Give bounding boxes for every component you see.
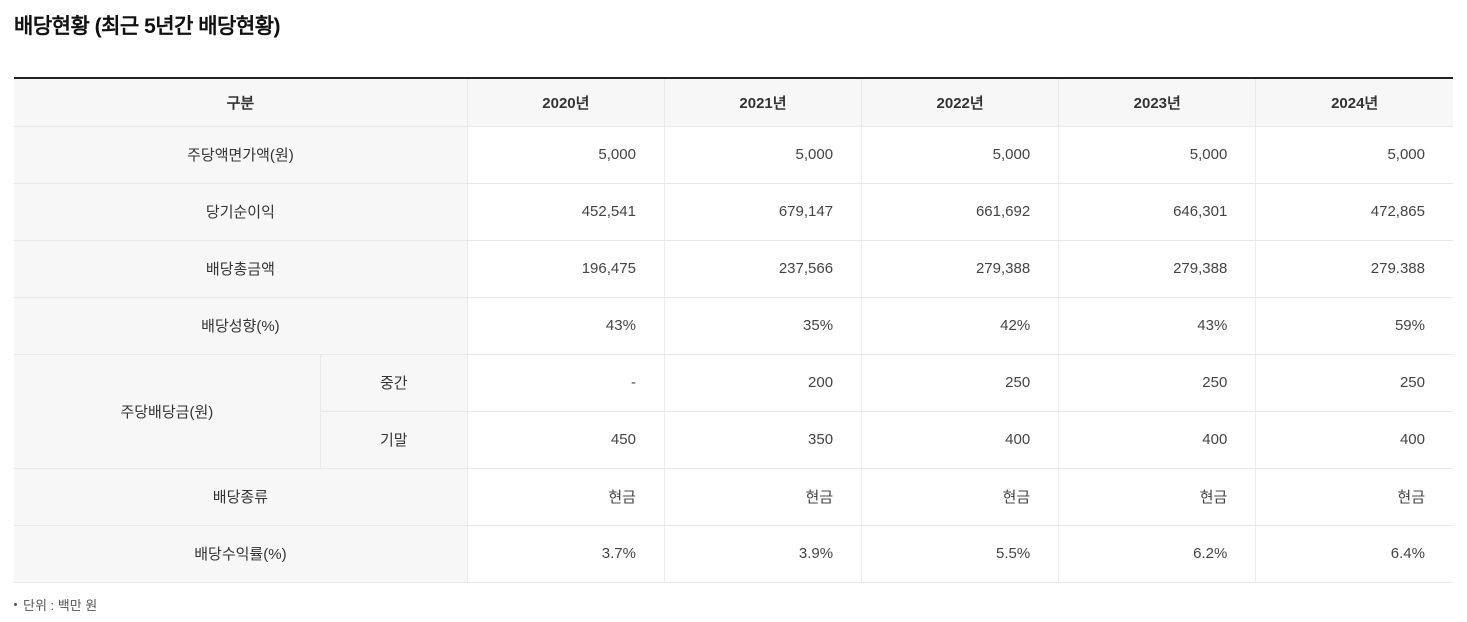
row-label-dividend-type: 배당종류 xyxy=(14,468,468,526)
row-label-dps: 주당배당금(원) xyxy=(14,354,321,469)
row-label-face-value: 주당액면가액(원) xyxy=(14,126,468,184)
table-cell: 42% xyxy=(861,297,1059,355)
table-cell: 5.5% xyxy=(861,525,1059,583)
table-cell: 현금 xyxy=(466,468,665,526)
row-sublabel-final: 기말 xyxy=(319,411,468,469)
column-header-2023: 2023년 xyxy=(1058,78,1256,127)
header-row: 구분 2020년 2021년 2022년 2023년 2024년 xyxy=(14,78,1453,127)
table-cell: 250 xyxy=(1058,354,1256,412)
table-cell: 5,000 xyxy=(1255,126,1453,184)
table-cell: 현금 xyxy=(1255,468,1453,526)
column-header-2022: 2022년 xyxy=(861,78,1059,127)
table-cell: 5,000 xyxy=(663,126,862,184)
table-cell: 현금 xyxy=(861,468,1059,526)
row-label-dividend-yield: 배당수익률(%) xyxy=(14,525,468,583)
table-row-total-dividend: 배당총금액 196,475 237,566 279,388 279,388 27… xyxy=(14,240,1453,298)
column-header-category: 구분 xyxy=(14,78,468,127)
table-cell: 279,388 xyxy=(861,240,1059,298)
table-cell: 279,388 xyxy=(1058,240,1256,298)
table-cell: 237,566 xyxy=(663,240,862,298)
table-cell: 현금 xyxy=(663,468,862,526)
table-cell: 350 xyxy=(663,411,862,469)
table-cell: 43% xyxy=(466,297,665,355)
column-header-2021: 2021년 xyxy=(663,78,862,127)
column-header-2020: 2020년 xyxy=(466,78,665,127)
table-row-dividend-type: 배당종류 현금 현금 현금 현금 현금 xyxy=(14,468,1453,526)
table-cell: 450 xyxy=(466,411,665,469)
table-cell: 5,000 xyxy=(466,126,665,184)
dividend-table: 구분 2020년 2021년 2022년 2023년 2024년 주당액면가액(… xyxy=(14,77,1453,583)
table-cell: 3.7% xyxy=(466,525,665,583)
table-row-net-income: 당기순이익 452,541 679,147 661,692 646,301 47… xyxy=(14,183,1453,241)
unit-footnote: 단위 : 백만 원 xyxy=(14,595,97,614)
page-title: 배당현황 (최근 5년간 배당현황) xyxy=(14,15,281,38)
column-header-2024: 2024년 xyxy=(1255,78,1453,127)
table-cell: 35% xyxy=(663,297,862,355)
table-cell: 6.2% xyxy=(1058,525,1256,583)
row-label-total-dividend: 배당총금액 xyxy=(14,240,468,298)
table-cell: 250 xyxy=(861,354,1059,412)
table-cell: 6.4% xyxy=(1255,525,1453,583)
table-cell: 3.9% xyxy=(663,525,862,583)
table-cell: 679,147 xyxy=(663,183,862,241)
table-row-dps-final: 기말 450 350 400 400 400 xyxy=(14,411,1453,469)
table-cell: 646,301 xyxy=(1058,183,1256,241)
table-cell: 400 xyxy=(1255,411,1453,469)
table-cell: 43% xyxy=(1058,297,1256,355)
table-cell: - xyxy=(466,354,665,412)
table-cell: 현금 xyxy=(1058,468,1256,526)
row-label-net-income: 당기순이익 xyxy=(14,183,468,241)
table-cell: 200 xyxy=(663,354,862,412)
table-cell: 279.388 xyxy=(1255,240,1453,298)
table-cell: 400 xyxy=(1058,411,1256,469)
bullet-icon xyxy=(14,603,17,606)
table-row-payout-ratio: 배당성향(%) 43% 35% 42% 43% 59% xyxy=(14,297,1453,355)
table-cell: 661,692 xyxy=(861,183,1059,241)
table-cell: 452,541 xyxy=(466,183,665,241)
table-row-dps-interim: 주당배당금(원) 중간 - 200 250 250 250 xyxy=(14,354,1453,469)
table-header: 구분 2020년 2021년 2022년 2023년 2024년 xyxy=(14,78,1453,127)
table-cell: 196,475 xyxy=(466,240,665,298)
row-sublabel-interim: 중간 xyxy=(319,354,468,412)
table-cell: 5,000 xyxy=(861,126,1059,184)
table-cell: 400 xyxy=(861,411,1059,469)
table-cell: 59% xyxy=(1255,297,1453,355)
row-label-payout-ratio: 배당성향(%) xyxy=(14,297,468,355)
table-row-face-value: 주당액면가액(원) 5,000 5,000 5,000 5,000 5,000 xyxy=(14,126,1453,184)
table-cell: 250 xyxy=(1255,354,1453,412)
table-row-dividend-yield: 배당수익률(%) 3.7% 3.9% 5.5% 6.2% 6.4% xyxy=(14,525,1453,583)
table-cell: 5,000 xyxy=(1058,126,1256,184)
unit-footnote-text: 단위 : 백만 원 xyxy=(23,598,98,613)
table-cell: 472,865 xyxy=(1255,183,1453,241)
